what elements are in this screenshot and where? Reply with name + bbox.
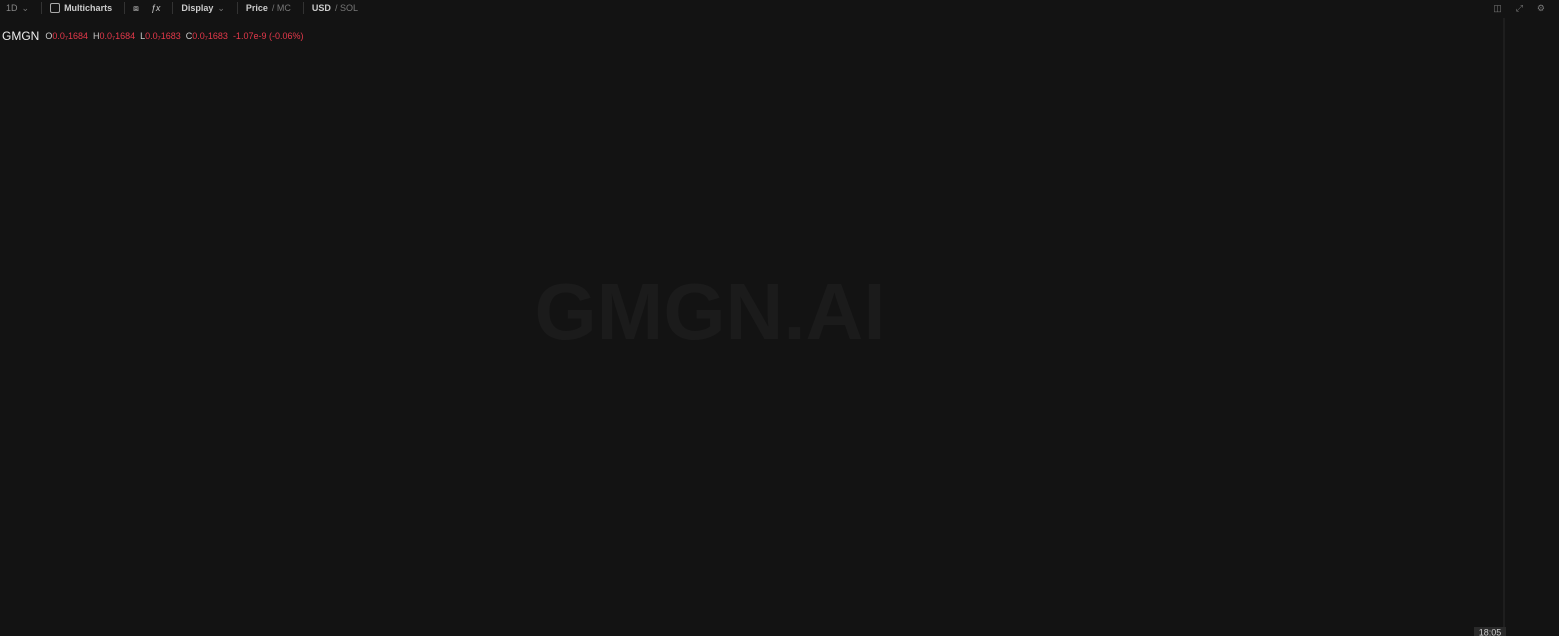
symbol: GMGN	[2, 29, 40, 43]
interval[interactable]: 1D	[6, 3, 18, 13]
mc-toggle[interactable]: / MC	[271, 3, 291, 13]
watermark: GMGN.AI	[534, 267, 885, 356]
time-label: 18:05	[1479, 627, 1502, 636]
display[interactable]: Display	[181, 3, 214, 13]
ohlc-key: H	[93, 31, 100, 41]
fx-icon[interactable]: ƒx	[150, 3, 161, 13]
separator	[172, 2, 174, 14]
ohlc-key: O	[45, 31, 53, 41]
ohlc-key: L	[140, 31, 146, 41]
fullscreen-icon[interactable]: ⤢	[1515, 2, 1523, 13]
checkbox[interactable]	[50, 3, 61, 13]
separator	[236, 2, 238, 14]
interval-caret[interactable]: ⌄	[21, 2, 30, 13]
ohlc-value: 0.0₇1683	[192, 31, 228, 41]
ohlc-value: 0.0₇1684	[99, 31, 136, 41]
toolbar: 1D ⌄ Multicharts ⧈ ƒx Display ⌄ Price / MC …	[0, 0, 1559, 16]
candle-icon[interactable]: ⧈	[133, 2, 139, 13]
ohlc-value: 0.0₇1683	[145, 31, 181, 41]
ohlc-value: 0.0₇1684	[52, 31, 88, 41]
ohlc-change: -1.07e-9 (-0.06%)	[232, 31, 304, 41]
usd-toggle[interactable]: USD	[311, 3, 331, 13]
display-caret[interactable]: ⌄	[217, 2, 225, 13]
separator	[41, 2, 43, 14]
price-toggle[interactable]: Price	[245, 3, 268, 13]
separator	[124, 2, 126, 14]
settings-icon[interactable]: ⚙	[1536, 2, 1545, 13]
time-box	[1474, 627, 1506, 636]
separator	[302, 2, 304, 14]
ohlc-header: GMGN O 0.0₇1684 H 0.0₇1684 L 0.0₇1683 C 0.0₇168…	[2, 29, 303, 43]
sol-toggle[interactable]: / SOL	[334, 3, 358, 13]
ohlc-key: C	[185, 31, 193, 41]
screenshot-icon[interactable]: ◫	[1493, 2, 1502, 13]
multicharts[interactable]: Multicharts	[64, 3, 113, 13]
